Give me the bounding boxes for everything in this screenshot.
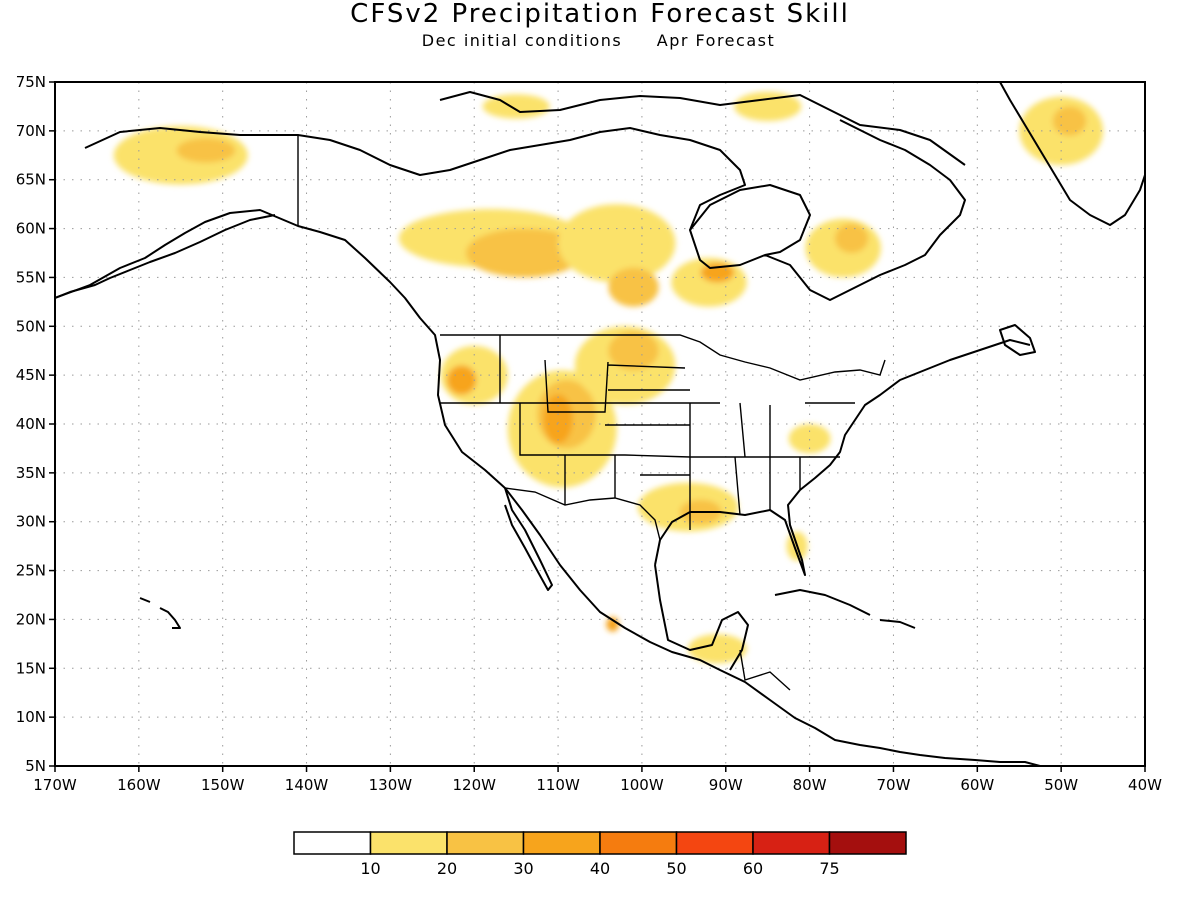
lon-tick-label: 80W [793,776,827,794]
skill-region [558,204,676,283]
lat-tick-label: 25N [16,562,46,580]
colorbar-swatch [752,831,831,855]
colorbar-swatch [599,831,678,855]
colorbar-swatch [293,831,372,855]
skill-region [608,267,659,307]
lat-tick-label: 20N [16,610,46,628]
skill-region [834,223,869,253]
colorbar-swatch [675,831,754,855]
north-america-coastline [55,209,1041,766]
baja-coast [504,487,553,591]
lat-tick-label: 40N [16,415,46,433]
skill-region [446,365,477,395]
lat-tick-label: 45N [16,366,46,384]
lat-tick-label: 65N [16,171,46,189]
lat-tick-label: 10N [16,708,46,726]
longitude-axis: 170W 160W 150W 140W 130W 120W 110W 100W 90W 80W 70… [33,766,1162,794]
mexico-state-lines [739,649,791,691]
hudson-bay-coast [689,184,811,256]
yucatan-coast [654,564,749,671]
lon-tick-label: 170W [33,776,77,794]
colorbar-swatch [446,831,525,855]
gridlines [55,82,1145,766]
plot-area [55,82,1145,766]
cuba-coast [774,589,871,616]
map-title: CFSv2 Precipitation Forecast Skill [350,0,850,29]
lon-tick-label: 70W [877,776,911,794]
skill-region [1052,106,1087,136]
lon-tick-label: 150W [201,776,245,794]
lon-tick-label: 160W [117,776,161,794]
lon-tick-label: 90W [709,776,743,794]
skill-region [176,138,236,163]
lat-tick-label: 50N [16,317,46,335]
skill-region [608,331,659,371]
colorbar-swatch [522,831,601,855]
colorbar-label: 75 [819,859,839,878]
lat-tick-label: 70N [16,122,46,140]
colorbar-swatch [828,831,907,855]
skill-region [606,616,619,632]
colorbar: 10 20 30 40 50 60 75 [293,831,907,878]
hawaii-coast [139,597,181,629]
arctic-islands-coast [439,91,966,166]
lat-tick-label: 5N [25,757,46,775]
map-subtitle-right: Apr Forecast [657,31,775,50]
skill-region [788,424,831,454]
us-state-lines [440,335,855,530]
lon-tick-label: 110W [536,776,580,794]
political-borders [297,135,886,691]
lon-tick-label: 120W [452,776,496,794]
colorbar-label: 10 [360,859,380,878]
skill-shading-layer [113,91,1104,664]
us-mexico-border [504,487,661,541]
colorbar-label: 50 [666,859,686,878]
skill-region [465,228,584,278]
alaska-peninsula-coast [55,214,276,299]
colorbar-swatch [369,831,448,855]
latitude-axis: 75N 70N 65N 60N 55N 50N 45N 40N 35N 30N 25N 20N 15N 1… [16,73,55,775]
skill-region [543,394,573,444]
lat-tick-label: 60N [16,220,46,238]
greenland-coastline [999,82,1145,226]
colorbar-label: 20 [437,859,457,878]
arctic-coast [84,119,966,301]
lon-tick-label: 60W [960,776,994,794]
lon-tick-label: 40W [1128,776,1162,794]
lon-tick-label: 100W [620,776,664,794]
colorbar-label: 40 [590,859,610,878]
us-canada-border [440,334,886,381]
lat-tick-label: 15N [16,659,46,677]
lat-tick-label: 75N [16,73,46,91]
map-subtitle-left: Dec initial conditions [422,31,622,50]
colorbar-label: 60 [743,859,763,878]
hispaniola-coast [879,619,916,629]
lat-tick-label: 35N [16,464,46,482]
lat-tick-label: 30N [16,513,46,531]
colorbar-label: 30 [513,859,533,878]
lon-tick-label: 140W [285,776,329,794]
lon-tick-label: 130W [369,776,413,794]
lat-tick-label: 55N [16,268,46,286]
skill-region [734,91,802,122]
lon-tick-label: 50W [1044,776,1078,794]
newfoundland-coast [999,324,1036,356]
skill-region [688,634,747,664]
